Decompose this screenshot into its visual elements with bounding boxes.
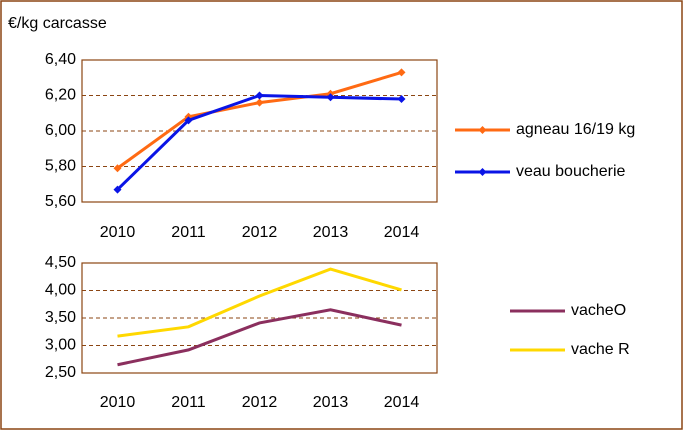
x-tick-label: 2014 [384,394,420,411]
marker [326,93,335,102]
legend-label: agneau 16/19 kg [516,121,635,138]
marker [184,116,193,125]
legend-label: vache R [571,341,630,358]
legend-marker [478,126,487,134]
y-tick-label: 3,50 [45,309,76,326]
y-tick-label: 4,00 [45,282,76,299]
y-tick-label: 5,80 [45,158,76,175]
series-line [117,267,402,338]
marker [113,185,122,194]
legend-label: vacheO [571,302,626,319]
x-tick-label: 2012 [242,394,278,411]
x-tick-label: 2013 [313,394,349,411]
series-line [117,308,402,367]
marker [397,95,406,104]
x-tick-label: 2014 [384,224,420,241]
x-tick-label: 2011 [171,224,206,241]
x-tick-label: 2012 [242,224,278,241]
x-tick-label: 2013 [313,224,349,241]
marker [255,91,264,100]
x-tick-label: 2010 [100,224,136,241]
y-axis-label: €/kg carcasse [8,15,107,32]
y-tick-label: 6,00 [45,122,76,139]
y-tick-label: 6,40 [45,51,76,68]
x-tick-label: 2011 [171,394,206,411]
marker [255,98,264,107]
legend-label: veau boucherie [516,163,626,180]
y-tick-label: 6,20 [45,87,76,104]
y-tick-label: 2,50 [45,364,76,381]
legend-marker [478,168,487,176]
plot-border [81,59,438,203]
x-tick-label: 2010 [100,394,136,411]
y-tick-label: 5,60 [45,193,76,210]
y-tick-label: 3,00 [45,337,76,354]
marker [397,68,406,77]
marker [113,164,122,173]
y-tick-label: 4,50 [45,254,76,271]
plot-border [81,262,438,374]
